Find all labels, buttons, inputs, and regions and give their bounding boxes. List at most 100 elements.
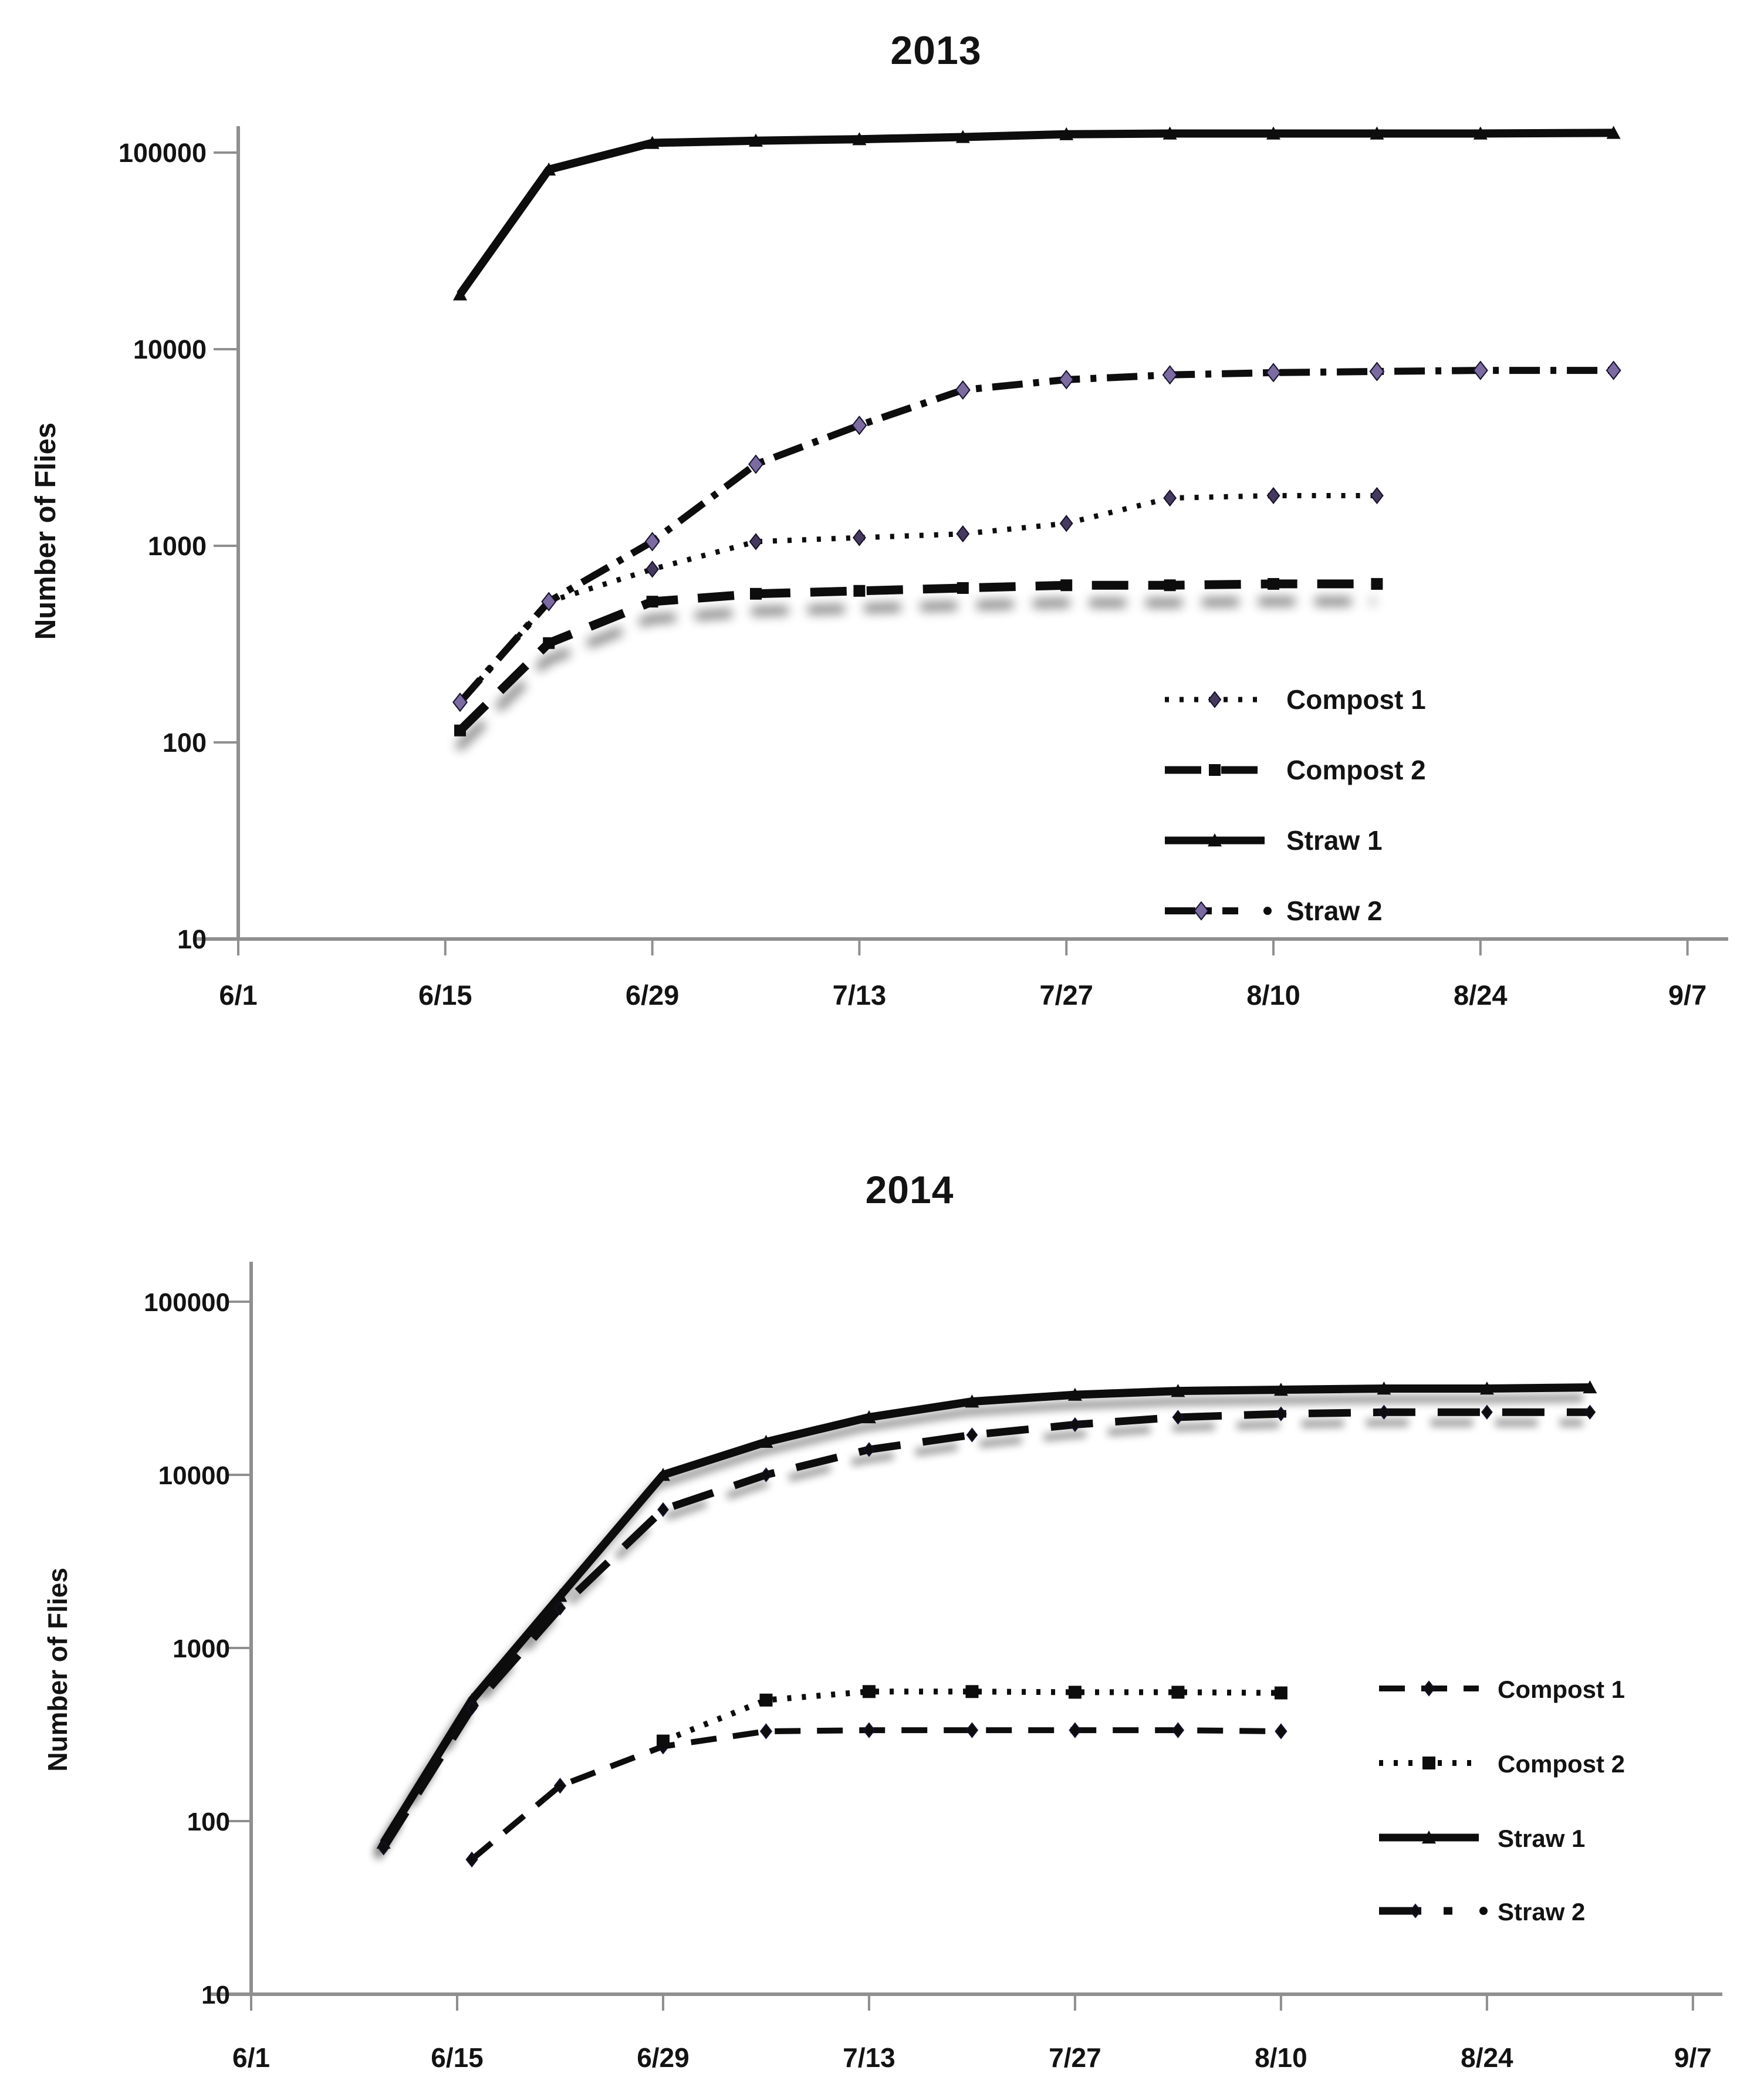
series-marker-diamond-icon (851, 416, 867, 435)
x-tick-label: 7/27 (1049, 2042, 1101, 2073)
series-marker-triangle-icon (759, 1434, 773, 1448)
series-marker-triangle-icon (542, 162, 556, 176)
series-marker-triangle-icon (852, 132, 867, 146)
series-marker-diamond-icon (1370, 487, 1384, 505)
legend-label: Straw 2 (1286, 896, 1383, 926)
series-marker-diamond-icon (1266, 363, 1281, 383)
legend-marker-diamond-icon (1422, 1680, 1435, 1697)
series-marker-square-icon (1268, 577, 1279, 590)
legend-label: Compost 1 (1286, 684, 1426, 715)
x-tick-label: 8/24 (1461, 2042, 1513, 2073)
series-marker-square-icon (862, 1685, 876, 1698)
series-marker-triangle-icon (955, 130, 970, 143)
series-marker-triangle-icon (749, 133, 763, 147)
y-tick-label: 100000 (119, 138, 207, 168)
series-marker-triangle-icon (655, 1468, 670, 1481)
series-marker-square-icon (1164, 579, 1176, 592)
series-marker-diamond-icon (863, 1722, 876, 1738)
series-marker-triangle-icon (1171, 1384, 1185, 1397)
series-marker-square-icon (1371, 577, 1383, 590)
series-marker-diamond-icon (554, 1600, 566, 1616)
y-tick-label: 10 (177, 924, 207, 954)
y-tick-label: 1000 (173, 1634, 230, 1663)
series-line-straw-1 (380, 1383, 1590, 1845)
legend-marker-square-icon (1209, 764, 1221, 776)
series-marker-square-icon (656, 1734, 670, 1748)
series-marker-diamond-icon (1584, 1404, 1596, 1420)
y-tick-label: 1000 (148, 531, 207, 561)
series-marker-diamond-icon (541, 592, 557, 612)
series-marker-diamond-icon (863, 1442, 875, 1457)
series-marker-diamond-icon (956, 525, 970, 543)
legend-marker-triangle-icon (1422, 1830, 1436, 1844)
x-tick-label: 6/15 (418, 980, 472, 1011)
series-marker-square-icon (454, 724, 466, 737)
legend-label: Straw 1 (1498, 1825, 1585, 1852)
legend-marker-diamond-icon (1194, 901, 1209, 921)
series-marker-triangle-icon (965, 1394, 979, 1408)
series-marker-diamond-icon (1472, 360, 1488, 380)
x-tick-label: 8/10 (1255, 2042, 1307, 2073)
x-tick-label: 7/13 (843, 2042, 895, 2073)
series-marker-triangle-icon (1273, 1383, 1288, 1396)
series-marker-diamond-icon (965, 1722, 979, 1738)
series-marker-diamond-icon (644, 532, 660, 552)
legend-label: Straw 2 (1498, 1898, 1585, 1926)
series-marker-diamond-icon (1059, 370, 1074, 390)
y-tick-label: 10 (201, 1981, 230, 2009)
series-marker-diamond-icon (1059, 515, 1073, 532)
y-tick-label: 100000 (144, 1288, 230, 1317)
series-marker-triangle-icon (645, 136, 660, 149)
series-marker-diamond-icon (748, 454, 763, 474)
series-marker-triangle-icon (1606, 126, 1621, 139)
series-line-straw-2 (380, 1408, 1590, 1850)
x-tick-label: 8/24 (1454, 980, 1507, 1011)
series-marker-diamond-icon (452, 692, 468, 712)
series-marker-diamond-icon (1171, 1722, 1185, 1738)
x-tick-label: 9/7 (1668, 980, 1706, 1011)
series-marker-diamond-icon (955, 380, 971, 400)
legend-label: Compost 1 (1498, 1676, 1625, 1703)
series-marker-diamond-icon (1162, 365, 1178, 385)
series-marker-diamond-icon (553, 1778, 567, 1794)
series-marker-diamond-icon (759, 1723, 773, 1740)
y-tick-label: 10000 (133, 335, 207, 364)
y-tick-label: 100 (187, 1808, 230, 1836)
series-marker-diamond-icon (377, 1840, 390, 1856)
chart-title-2014: 2014 (865, 1168, 954, 1211)
series-marker-diamond-icon (657, 1502, 669, 1517)
series-marker-triangle-icon (861, 1410, 876, 1424)
y-tick-label: 100 (163, 728, 207, 758)
series-marker-diamond-icon (1266, 487, 1280, 505)
series-marker-triangle-icon (553, 1589, 567, 1602)
legend-marker-square-icon (1422, 1757, 1435, 1769)
legend-dot-icon (1479, 1907, 1488, 1915)
series-marker-triangle-icon (1163, 126, 1177, 140)
series-marker-diamond-icon (852, 529, 866, 546)
x-tick-label: 6/29 (637, 2042, 690, 2073)
series-marker-triangle-icon (453, 287, 467, 300)
legend-marker-diamond-icon (1410, 1903, 1421, 1919)
legend-marker-diamond-icon (1208, 691, 1222, 708)
series-marker-square-icon (759, 1693, 773, 1707)
series-marker-triangle-icon (1479, 1381, 1494, 1395)
legend-label: Compost 2 (1498, 1750, 1625, 1778)
x-tick-label: 7/27 (1039, 980, 1093, 1011)
x-tick-label: 6/1 (219, 980, 257, 1011)
series-marker-diamond-icon (966, 1427, 978, 1443)
x-tick-label: 6/1 (232, 2042, 270, 2073)
series-marker-diamond-icon (1069, 1722, 1082, 1738)
series-marker-diamond-icon (1378, 1404, 1390, 1420)
x-tick-label: 6/15 (431, 2042, 484, 2073)
y-tick-label: 10000 (158, 1461, 230, 1490)
x-tick-label: 8/10 (1246, 980, 1300, 1011)
series-marker-square-icon (543, 637, 555, 649)
series-marker-diamond-icon (1606, 360, 1621, 380)
series-marker-diamond-icon (646, 560, 660, 578)
series-marker-square-icon (1060, 579, 1073, 592)
series-marker-square-icon (957, 582, 969, 594)
x-tick-label: 6/29 (626, 980, 679, 1011)
